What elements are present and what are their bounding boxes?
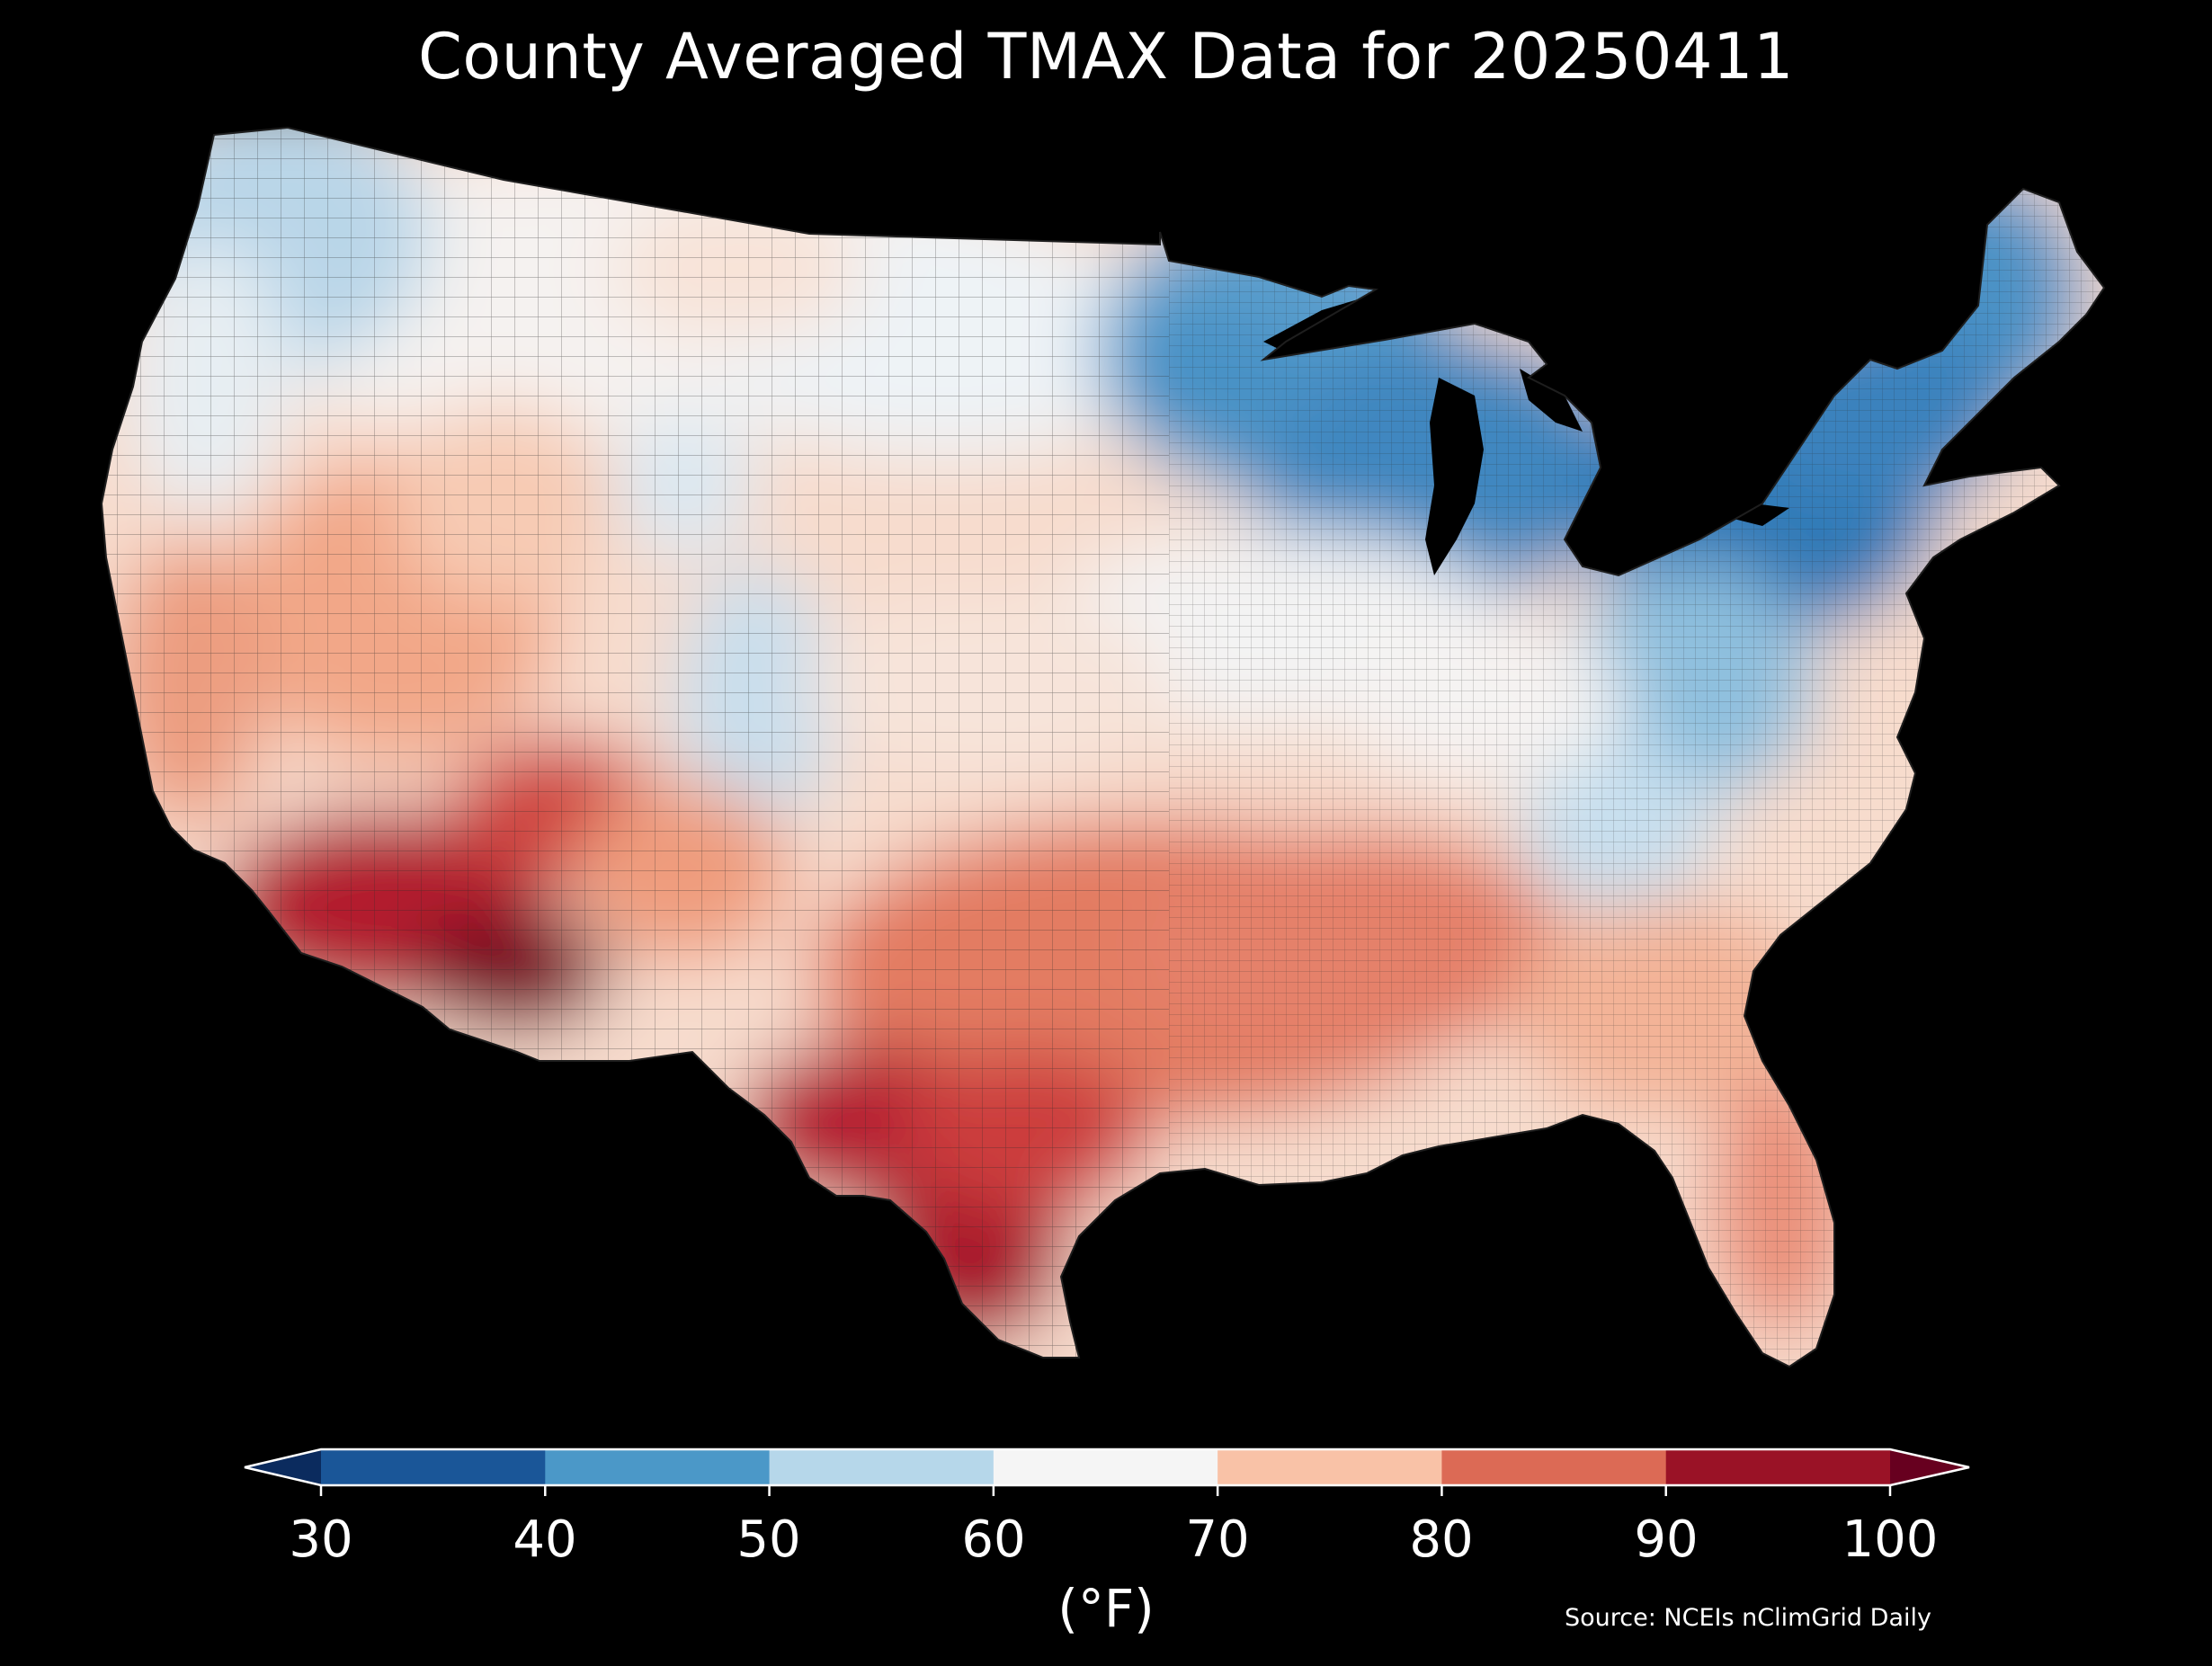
colorbar-bin <box>769 1449 995 1485</box>
colorbar-tick-label: 60 <box>961 1510 1026 1569</box>
source-credit: Source: NCEIs nClimGrid Daily <box>1565 1604 1931 1632</box>
colorbar-bin <box>1441 1449 1667 1485</box>
colorbar-tick-label: 50 <box>736 1510 801 1569</box>
colorbar-tick-label: 80 <box>1409 1510 1474 1569</box>
colorbar-tick-label: 70 <box>1185 1510 1250 1569</box>
colorbar-tick-label: 90 <box>1634 1510 1699 1569</box>
units-label: (°F) <box>1057 1578 1155 1639</box>
colorbar-tick-label: 100 <box>1842 1510 1939 1569</box>
colorbar-tick-label: 40 <box>513 1510 577 1569</box>
colorbar-bin <box>1665 1449 1891 1485</box>
colorbar-bin <box>545 1449 771 1485</box>
map-title: County Averaged TMAX Data for 20250411 <box>417 20 1795 94</box>
colorbar-bin <box>1217 1449 1442 1485</box>
colorbar-under-arrow <box>245 1449 321 1485</box>
colorbar-over-arrow <box>1890 1449 1969 1485</box>
colorbar-bin <box>321 1449 546 1485</box>
colorbar-tick-label: 30 <box>289 1510 353 1569</box>
colorbar-bin <box>993 1449 1218 1485</box>
